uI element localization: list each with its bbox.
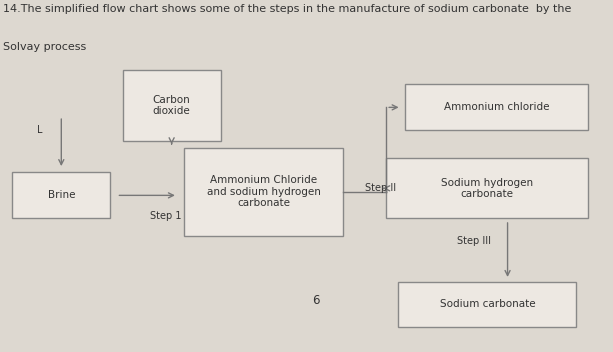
Text: Ammonium Chloride
and sodium hydrogen
carbonate: Ammonium Chloride and sodium hydrogen ca… — [207, 175, 321, 208]
Text: Brine: Brine — [48, 190, 75, 200]
FancyBboxPatch shape — [123, 70, 221, 141]
FancyBboxPatch shape — [184, 148, 343, 236]
Text: Ammonium chloride: Ammonium chloride — [444, 102, 549, 112]
Text: Step II: Step II — [365, 183, 396, 193]
FancyBboxPatch shape — [398, 282, 576, 327]
Text: 14.The simplified flow chart shows some of the steps in the manufacture of sodiu: 14.The simplified flow chart shows some … — [3, 4, 571, 13]
FancyBboxPatch shape — [405, 84, 588, 130]
Text: Step III: Step III — [457, 236, 490, 246]
Text: Step 1: Step 1 — [150, 212, 181, 221]
Text: Carbon
dioxide: Carbon dioxide — [153, 95, 191, 117]
Text: Sodium carbonate: Sodium carbonate — [440, 300, 535, 309]
Text: Solvay process: Solvay process — [3, 42, 86, 52]
Text: 6: 6 — [312, 295, 319, 307]
Text: Sodium hydrogen
carbonate: Sodium hydrogen carbonate — [441, 177, 533, 199]
FancyBboxPatch shape — [386, 158, 588, 218]
FancyBboxPatch shape — [12, 172, 110, 218]
Text: L: L — [37, 125, 42, 135]
